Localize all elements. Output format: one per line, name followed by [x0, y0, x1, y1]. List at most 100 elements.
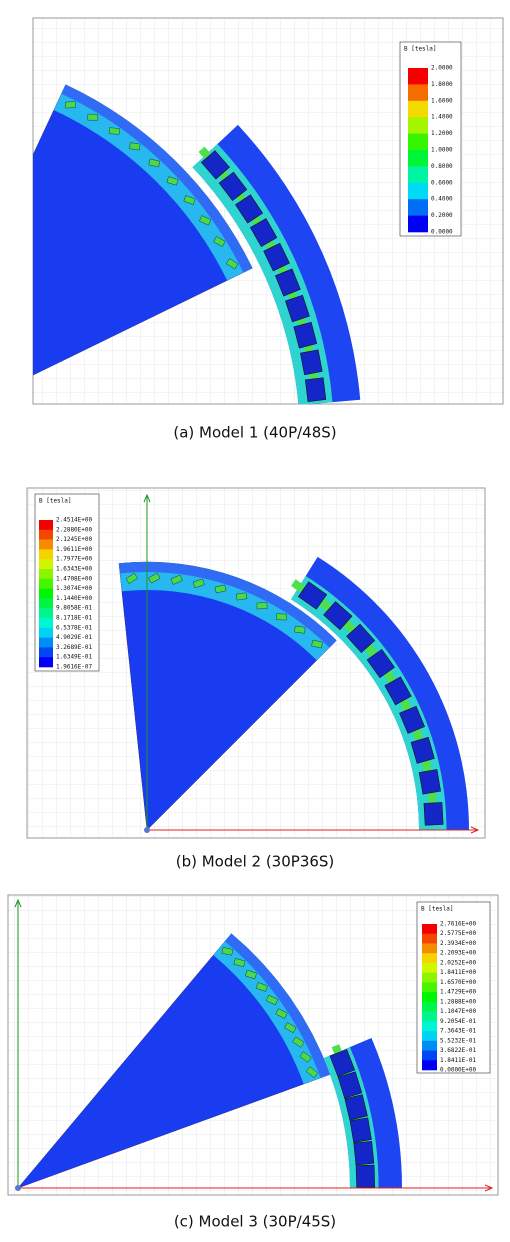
color-band	[422, 1021, 437, 1032]
color-band	[39, 578, 53, 589]
color-band	[422, 1040, 437, 1051]
motor-model	[33, 84, 361, 404]
magnet	[129, 142, 141, 151]
magnet	[236, 592, 248, 601]
magnet	[226, 258, 239, 270]
legend-label: 1.9616E-07	[56, 664, 93, 671]
magnet	[213, 236, 226, 247]
legend-label: 7.3643E-01	[440, 1028, 477, 1035]
slot	[423, 802, 444, 826]
magnet	[245, 969, 257, 980]
slot	[329, 1049, 356, 1077]
legend-label: 2.7616E+00	[440, 921, 477, 928]
legend-label: 1.9611E+00	[56, 546, 93, 553]
color-band	[39, 647, 53, 658]
slot	[201, 150, 230, 180]
slot	[349, 1117, 372, 1143]
legend-label: 1.4000	[431, 114, 453, 121]
legend-label: 2.2880E+00	[56, 526, 93, 533]
color-band	[39, 559, 53, 570]
motor-model	[17, 933, 402, 1189]
legend-label: 2.5775E+00	[440, 930, 477, 937]
legend-label: 0.0000	[431, 229, 453, 236]
color-band	[422, 972, 437, 983]
color-band	[422, 953, 437, 964]
slot	[293, 321, 318, 349]
color-band	[408, 215, 428, 233]
legend-label: 0.6000	[431, 179, 453, 186]
color-band	[408, 100, 428, 118]
caption: (a) Model 1 (40P/48S)	[173, 424, 336, 442]
magnet	[265, 995, 279, 1006]
magnet	[299, 1051, 312, 1063]
color-band	[408, 133, 428, 151]
legend-label: 9.8058E-01	[56, 605, 93, 612]
slot	[263, 242, 290, 272]
color-band	[422, 933, 437, 944]
slot	[366, 648, 395, 679]
color-band	[39, 618, 53, 629]
legend-label: 1.4708E+00	[56, 575, 93, 582]
legend-label: 8.1718E-01	[56, 615, 93, 622]
color-band	[408, 84, 428, 102]
legend-label: 2.0252E+00	[440, 959, 477, 966]
legend-label: 0.4000	[431, 196, 453, 203]
magnet	[170, 574, 183, 585]
magnet	[214, 584, 227, 594]
slot	[274, 268, 301, 297]
motor-model	[118, 556, 469, 831]
color-band	[39, 569, 53, 580]
axis-arrow	[484, 1184, 494, 1192]
legend-label: 1.6570E+00	[440, 979, 477, 986]
axis-arrow	[14, 898, 22, 908]
legend-label: 1.7977E+00	[56, 556, 93, 563]
caption: (c) Model 3 (30P/45S)	[174, 1213, 336, 1231]
slot	[337, 1071, 363, 1099]
color-band	[408, 199, 428, 216]
origin	[144, 827, 150, 833]
color-band	[422, 992, 437, 1003]
legend-label: 0.8000	[431, 163, 453, 170]
color-band	[422, 943, 437, 954]
color-band	[39, 608, 53, 619]
legend-label: 1.0000	[431, 147, 453, 154]
slot	[384, 676, 412, 706]
legend-label: 1.2888E+00	[440, 998, 477, 1005]
slot	[300, 349, 323, 376]
magnet	[148, 158, 161, 168]
color-band	[408, 150, 428, 167]
rotor-magnets	[53, 84, 253, 281]
color-band	[408, 68, 428, 85]
magnet	[199, 215, 212, 226]
color-band	[39, 627, 53, 638]
legend-label: 1.8000	[431, 81, 453, 88]
origin	[15, 1185, 21, 1191]
legend-label: 5.5232E-01	[440, 1037, 477, 1044]
magnet	[65, 101, 76, 109]
axis-arrow	[143, 493, 151, 503]
color-band	[39, 529, 53, 540]
magnet	[255, 982, 268, 992]
magnet	[305, 1066, 319, 1078]
legend-label: 9.2054E-01	[440, 1018, 477, 1025]
color-band	[422, 1011, 437, 1022]
magnet	[275, 1008, 288, 1019]
legend-label: 2.3934E+00	[440, 940, 477, 947]
legend-label: 1.1047E+00	[440, 1008, 477, 1015]
tooth	[412, 727, 424, 743]
legend: B [tesla] 2.7616E+00 2.5775E+00 2.3934E+00 2…	[416, 901, 491, 1074]
legend-label: 0.2000	[431, 212, 453, 219]
slot	[323, 601, 353, 631]
legend: B [tesla] 2.0000 1.8000 1.6000 1.4000 1.2000 1…	[399, 41, 462, 237]
color-band	[408, 166, 428, 184]
legend-title: B [tesla]	[421, 906, 454, 913]
color-band	[39, 520, 53, 531]
slot	[399, 705, 425, 734]
legend-title: B [tesla]	[39, 498, 72, 505]
color-band	[39, 598, 53, 609]
magnet	[276, 613, 287, 621]
legend-title: B [tesla]	[404, 46, 437, 53]
color-band	[39, 588, 53, 599]
color-band	[422, 1050, 437, 1061]
rotor-edge	[118, 562, 337, 648]
